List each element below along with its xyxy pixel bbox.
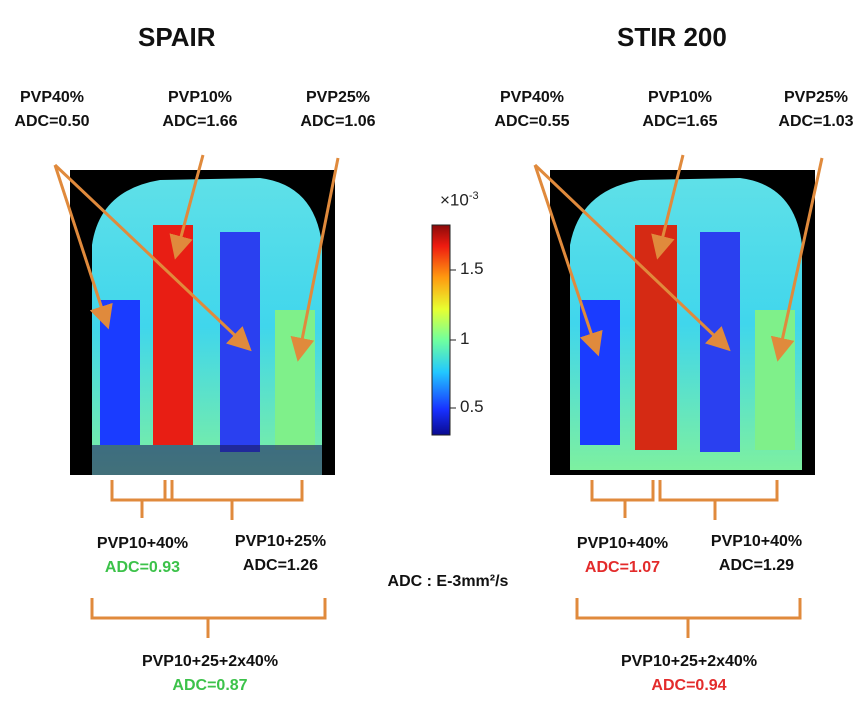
mix-name: PVP10+40% xyxy=(576,535,669,552)
colorbar-exponent: ×10-3 xyxy=(440,190,479,211)
stir-mix-10-40b: PVP10+40% ADC=1.29 xyxy=(694,530,819,578)
label-name: PVP40% xyxy=(499,89,565,106)
stir-mix-10-40: PVP10+40% ADC=1.07 xyxy=(560,532,685,580)
tube-pvp10 xyxy=(153,225,193,445)
spair-mix-all: PVP10+25+2x40% ADC=0.87 xyxy=(125,650,295,698)
mix-adc: ADC=1.29 xyxy=(718,557,795,574)
exponent-power: -3 xyxy=(468,190,479,202)
label-adc: ADC=1.65 xyxy=(642,113,718,130)
colorbar xyxy=(431,224,451,436)
tube-pvp25 xyxy=(755,310,795,450)
label-adc: ADC=1.03 xyxy=(778,113,854,130)
label-name: PVP25% xyxy=(305,89,371,106)
label-name: PVP40% xyxy=(19,89,85,106)
spair-title: SPAIR xyxy=(138,22,216,52)
mix-name: PVP10+25+2x40% xyxy=(620,653,758,670)
stir-brackets xyxy=(575,480,802,638)
spair-arrows xyxy=(53,154,340,362)
mix-name: PVP10+25% xyxy=(234,533,327,550)
exponent-base: ×10 xyxy=(440,190,469,210)
label-adc: ADC=0.55 xyxy=(494,113,570,130)
unit-label: ADC : E-3mm²/s xyxy=(387,573,509,590)
mix-adc: ADC=1.07 xyxy=(584,559,661,576)
stir-arrows xyxy=(533,154,824,362)
colorbar-tick-2: 1 xyxy=(460,329,470,348)
label-adc: ADC=1.06 xyxy=(300,113,376,130)
spair-mix-10-25: PVP10+25% ADC=1.26 xyxy=(218,530,343,578)
stir-label-pvp40: PVP40% ADC=0.55 xyxy=(482,86,582,134)
label-name: PVP10% xyxy=(647,89,713,106)
mix-adc: ADC=1.26 xyxy=(242,557,319,574)
tube-pvp10 xyxy=(635,225,677,450)
mix-adc: ADC=0.87 xyxy=(172,677,248,694)
mix-name: PVP10+40% xyxy=(96,535,189,552)
stir-label-pvp25: PVP25% ADC=1.03 xyxy=(766,86,866,134)
mix-adc: ADC=0.94 xyxy=(651,677,727,694)
colorbar-tick-1: 1.5 xyxy=(460,259,484,278)
label-adc: ADC=1.66 xyxy=(162,113,238,130)
label-name: PVP10% xyxy=(167,89,233,106)
mix-name: PVP10+40% xyxy=(710,533,803,550)
stir-title: STIR 200 xyxy=(617,22,727,52)
stir-label-pvp10: PVP10% ADC=1.65 xyxy=(630,86,730,134)
label-name: PVP25% xyxy=(783,89,849,106)
label-adc: ADC=0.50 xyxy=(14,113,90,130)
tube-pvp40 xyxy=(100,300,140,445)
mix-adc: ADC=0.93 xyxy=(104,559,181,576)
tube-pvp25 xyxy=(275,310,315,450)
spair-label-pvp40: PVP40% ADC=0.50 xyxy=(2,86,102,134)
mix-name: PVP10+25+2x40% xyxy=(141,653,279,670)
spair-brackets xyxy=(90,480,327,638)
stir-mix-all: PVP10+25+2x40% ADC=0.94 xyxy=(604,650,774,698)
spair-label-pvp10: PVP10% ADC=1.66 xyxy=(150,86,250,134)
colorbar-tick-3: 0.5 xyxy=(460,397,484,416)
spair-mix-10-40: PVP10+40% ADC=0.93 xyxy=(80,532,205,580)
spair-label-pvp25: PVP25% ADC=1.06 xyxy=(288,86,388,134)
